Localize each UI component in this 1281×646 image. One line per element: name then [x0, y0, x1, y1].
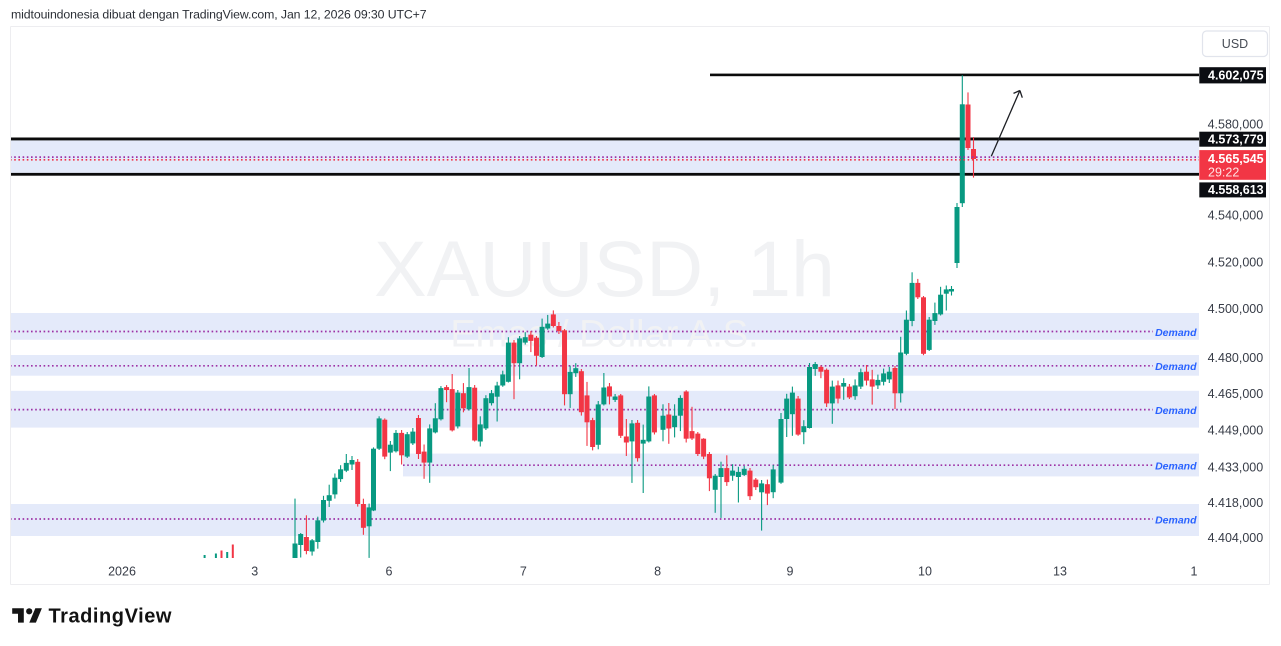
svg-text:Demand: Demand [1155, 405, 1197, 417]
svg-text:4.602,075: 4.602,075 [1208, 69, 1264, 83]
svg-text:4.465,000: 4.465,000 [1208, 387, 1264, 401]
svg-text:Demand: Demand [1155, 461, 1197, 473]
svg-text:TradingView: TradingView [49, 605, 173, 627]
svg-text:4.500,000: 4.500,000 [1208, 302, 1264, 316]
svg-text:XAUUSD, 1h: XAUUSD, 1h [374, 224, 835, 313]
svg-text:Demand: Demand [1155, 514, 1197, 526]
svg-text:4.520,000: 4.520,000 [1208, 256, 1264, 270]
svg-text:9: 9 [787, 565, 794, 579]
svg-text:4.580,000: 4.580,000 [1208, 118, 1264, 132]
svg-text:Emas / Dollar A.S.: Emas / Dollar A.S. [450, 313, 758, 355]
svg-text:7: 7 [520, 565, 527, 579]
svg-text:2026: 2026 [108, 565, 136, 579]
svg-text:USD: USD [1222, 37, 1248, 51]
svg-text:Demand: Demand [1155, 361, 1197, 373]
svg-text:1: 1 [1191, 565, 1198, 579]
svg-text:midtouindonesia dibuat dengan: midtouindonesia dibuat dengan TradingVie… [11, 7, 427, 21]
svg-text:4.418,000: 4.418,000 [1208, 496, 1264, 510]
svg-text:4.540,000: 4.540,000 [1208, 209, 1264, 223]
svg-text:4.433,000: 4.433,000 [1208, 461, 1264, 475]
svg-text:6: 6 [386, 565, 393, 579]
svg-text:4.404,000: 4.404,000 [1208, 531, 1264, 545]
svg-text:4.480,000: 4.480,000 [1208, 351, 1264, 365]
svg-text:4.573,779: 4.573,779 [1208, 133, 1264, 147]
svg-text:29:22: 29:22 [1208, 165, 1239, 179]
svg-text:4.558,613: 4.558,613 [1208, 183, 1264, 197]
svg-text:4.449,000: 4.449,000 [1208, 424, 1264, 438]
svg-text:10: 10 [918, 565, 932, 579]
svg-text:4.565,545: 4.565,545 [1208, 152, 1264, 166]
svg-text:Demand: Demand [1155, 327, 1197, 339]
svg-text:8: 8 [654, 565, 661, 579]
svg-text:13: 13 [1053, 565, 1067, 579]
svg-text:3: 3 [251, 565, 258, 579]
